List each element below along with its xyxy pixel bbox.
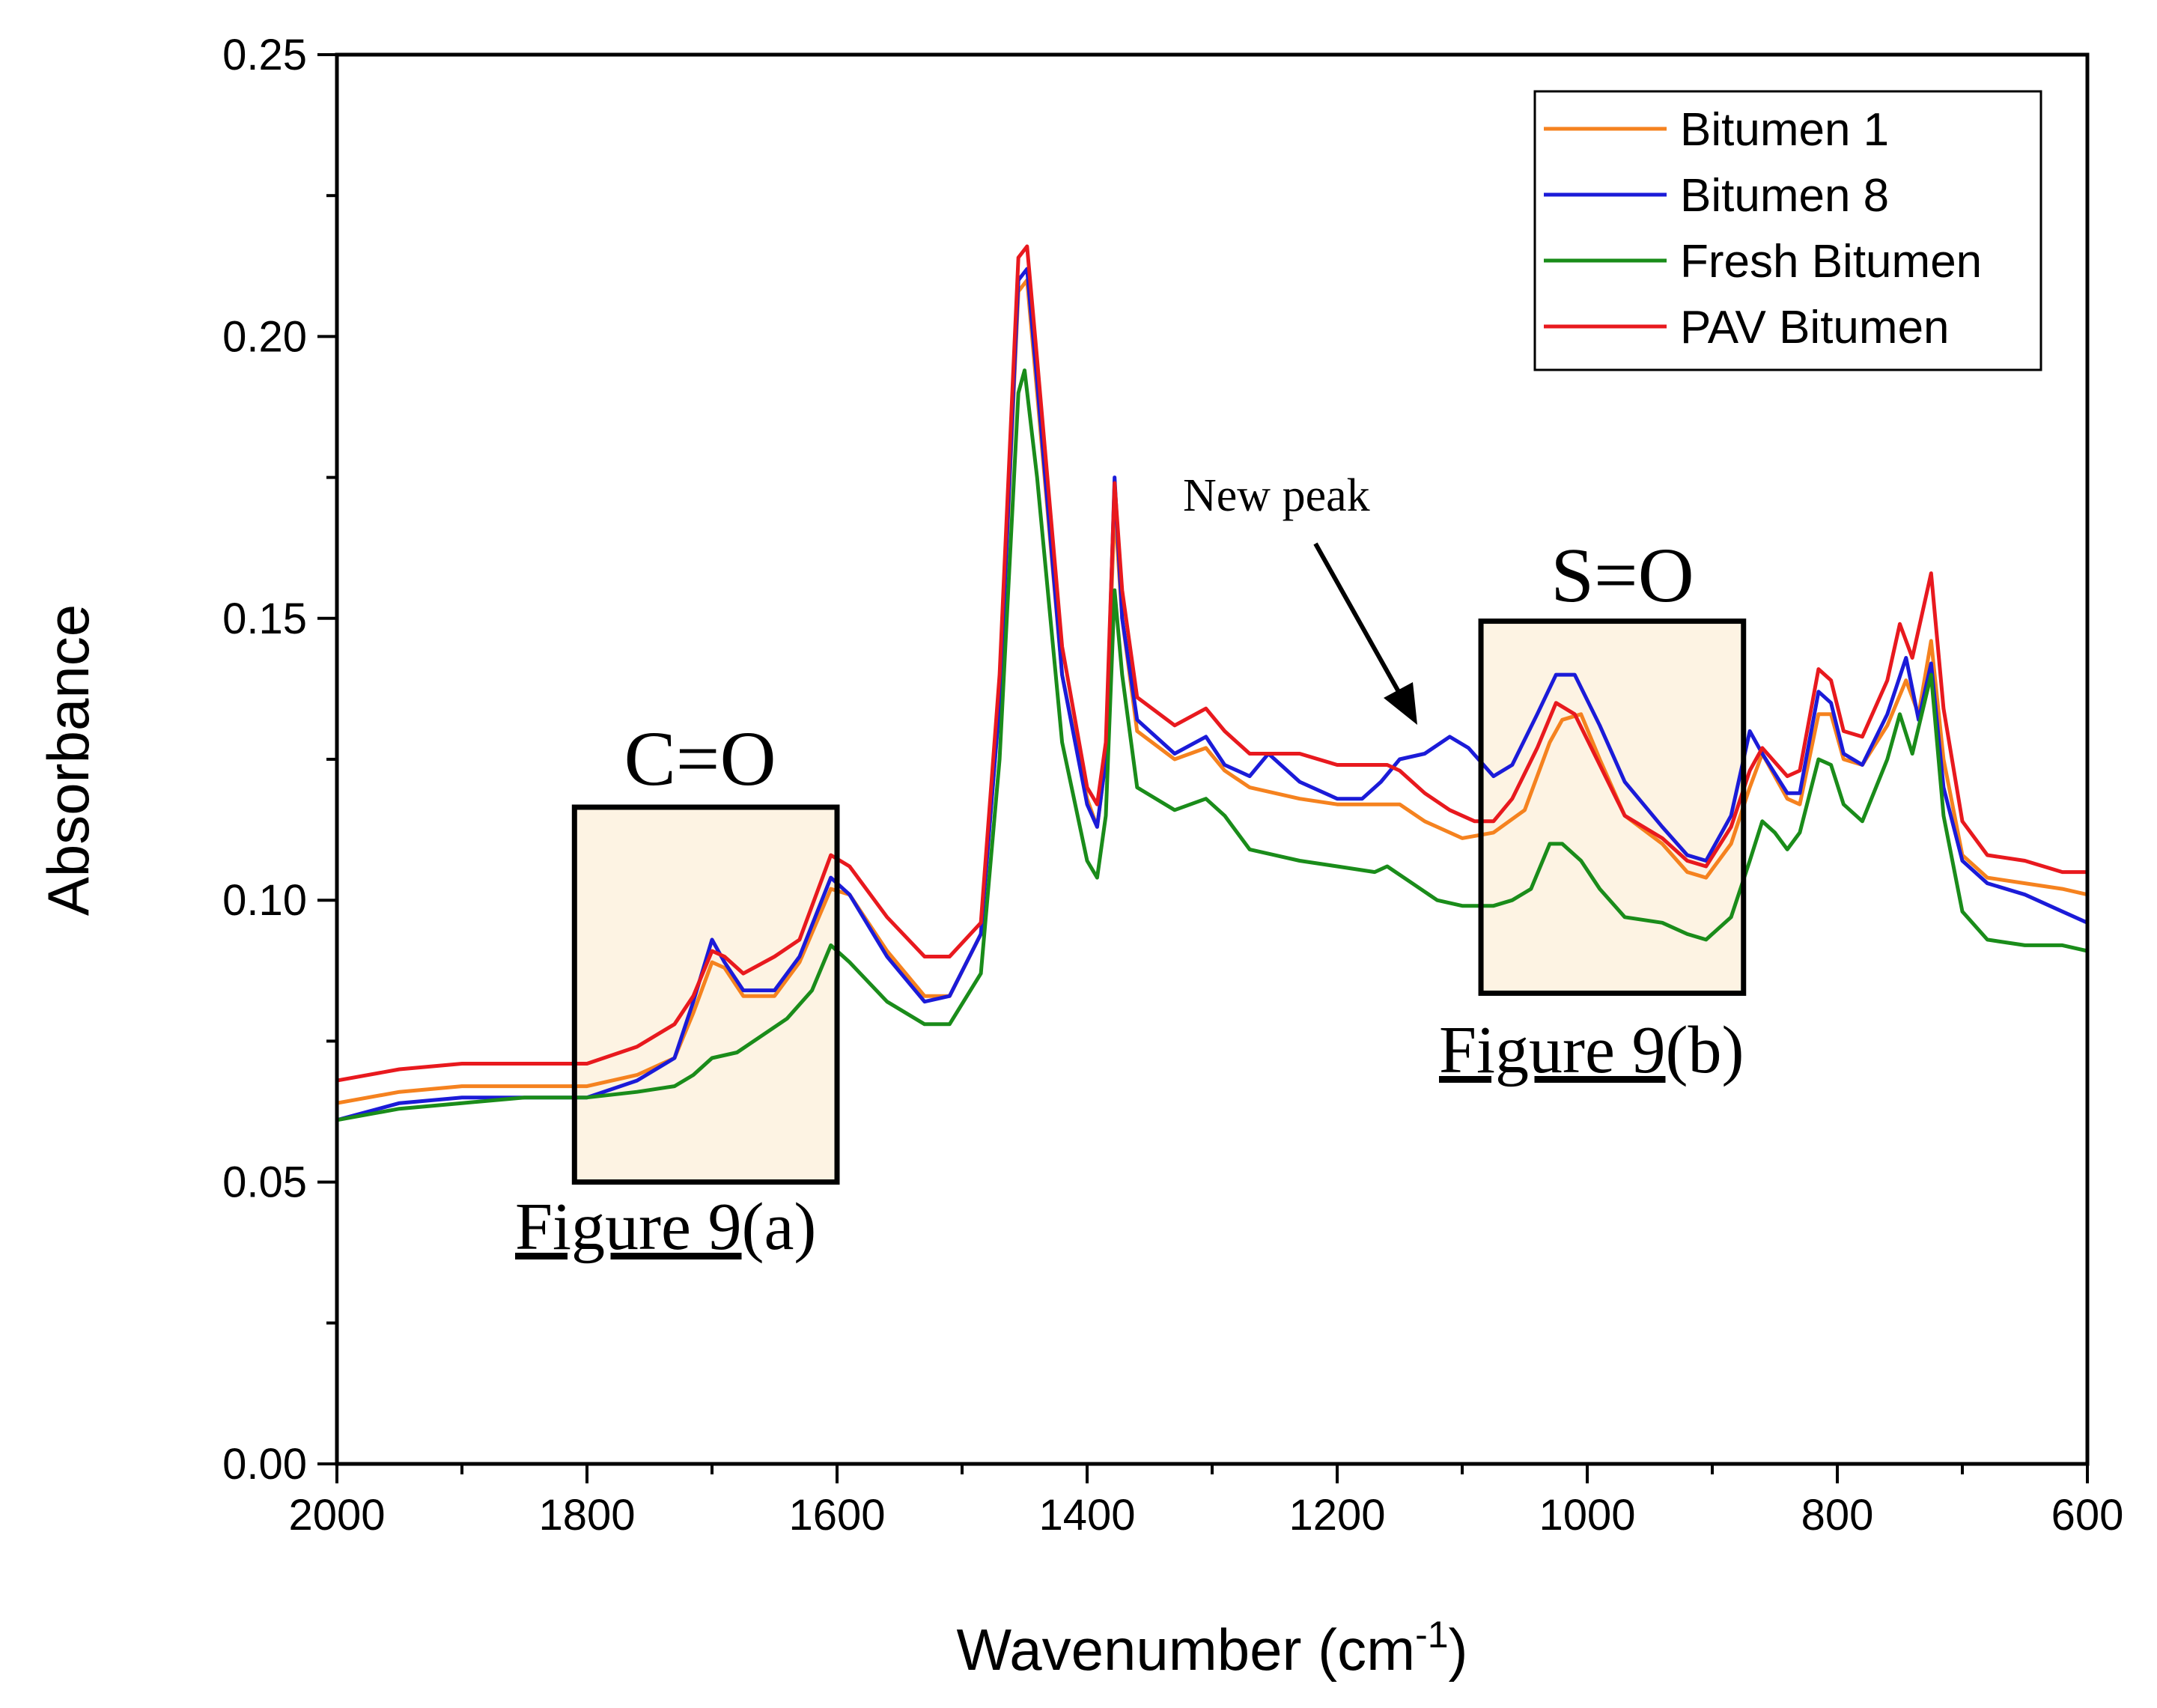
y-axis-ticks: 0.00 0.05 0.10 0.15 0.20 0.25 — [222, 31, 337, 1489]
series-line-pav-bitumen — [336, 244, 2087, 1083]
x-axis-title: Wavenumber (cm-1) — [956, 1614, 1467, 1683]
legend-box — [1533, 90, 2042, 371]
y-tick-label-0.05: 0.05 — [222, 1158, 307, 1207]
series-line-fresh-bitumen — [336, 368, 2088, 1122]
highlight-box-borders — [571, 619, 1747, 1185]
legend-label-fresh-bitumen: Fresh Bitumen — [1680, 236, 1982, 288]
new-peak-label: New peak — [1183, 470, 1370, 521]
so-region-box — [1478, 619, 1747, 996]
new-peak-arrow-head — [1384, 682, 1417, 725]
x-tick-label-800: 800 — [1801, 1491, 1874, 1540]
new-peak-arrow-shaft — [1313, 542, 1410, 709]
y-tick-label-0.2: 0.20 — [222, 312, 307, 361]
so-label: S=O — [1551, 532, 1694, 619]
y-tick-label-0: 0.00 — [222, 1440, 307, 1489]
figure-9b-label: Figure 9(b) — [1439, 1013, 1744, 1087]
legend-label-bitumen-1: Bitumen 1 — [1680, 104, 1889, 156]
x-tick-label-2000: 2000 — [288, 1491, 385, 1540]
legend-label-bitumen-8: Bitumen 8 — [1680, 170, 1889, 222]
series-line-bitumen-8 — [336, 267, 2089, 1122]
x-tick-label-600: 600 — [2051, 1491, 2124, 1540]
x-tick-label-1800: 1800 — [538, 1491, 635, 1540]
x-axis-ticks: 2000 1800 1600 1400 1200 1000 800 600 — [288, 1464, 2123, 1540]
x-tick-label-1000: 1000 — [1539, 1491, 1635, 1540]
figure-9b-prefix: Figure 9 — [1439, 1013, 1665, 1087]
co-region-box-fill — [574, 806, 837, 1182]
x-axis-title-close: ) — [1449, 1617, 1468, 1683]
figure-9b-suffix: (b) — [1665, 1013, 1744, 1087]
highlight-boxes — [574, 621, 1744, 1182]
x-tick-label-1200: 1200 — [1289, 1491, 1385, 1540]
x-axis-title-main: Wavenumber (cm — [956, 1617, 1415, 1683]
co-label: C=O — [624, 716, 776, 802]
new-peak-arrow — [1313, 542, 1417, 725]
spectra-series — [336, 244, 2089, 1122]
legend: Bitumen 1 Bitumen 8 Fresh Bitumen PAV Bitum… — [1533, 90, 2042, 371]
y-axis-title: Absorbance — [35, 604, 101, 916]
legend-label-pav-bitumen: PAV Bitumen — [1680, 302, 1950, 353]
y-tick-label-0.15: 0.15 — [222, 595, 307, 643]
figure-9a-prefix: Figure 9 — [515, 1190, 741, 1264]
x-axis-title-superscript: -1 — [1415, 1614, 1448, 1656]
figure-9a-suffix: (a) — [741, 1190, 816, 1264]
figure-9a-label: Figure 9(a) — [515, 1190, 816, 1264]
co-region-box — [571, 804, 840, 1185]
x-tick-label-1600: 1600 — [788, 1491, 885, 1540]
y-tick-label-0.25: 0.25 — [222, 31, 307, 79]
x-tick-label-1400: 1400 — [1038, 1491, 1135, 1540]
y-tick-label-0.1: 0.10 — [222, 876, 307, 925]
